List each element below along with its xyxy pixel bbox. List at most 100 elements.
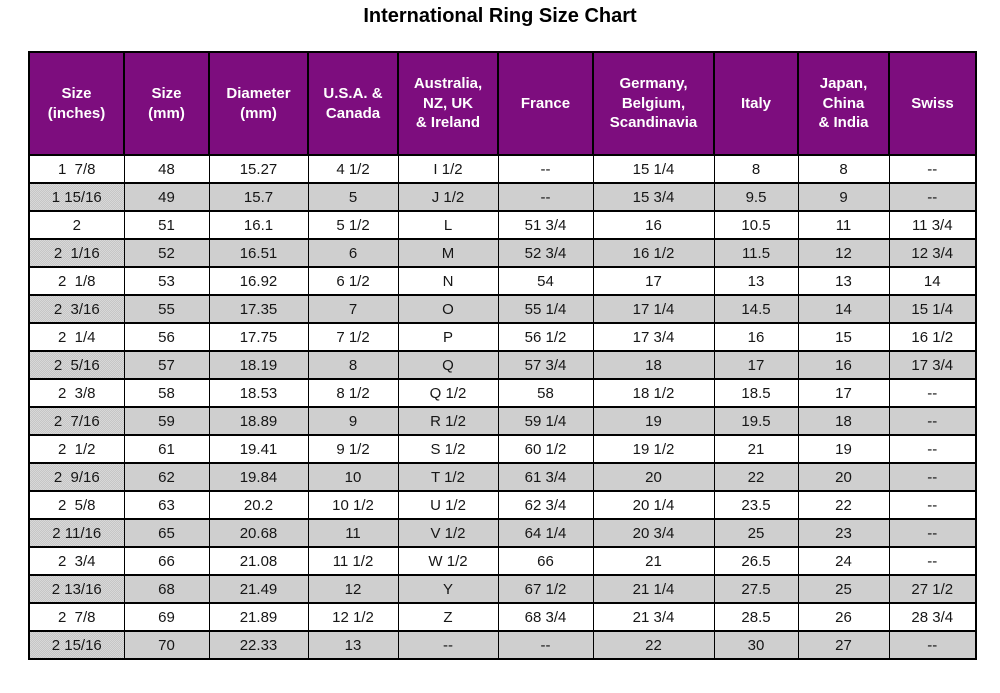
cell: 17.35 <box>208 294 309 324</box>
cell: 21.49 <box>208 574 309 604</box>
cell: 15 3/4 <box>592 182 715 212</box>
cell: 67 1/2 <box>497 574 594 604</box>
cell: -- <box>888 490 977 520</box>
cell: 15.27 <box>208 154 309 184</box>
cell: 2 <box>28 210 125 240</box>
cell: 58 <box>497 378 594 408</box>
cell: U 1/2 <box>397 490 499 520</box>
cell: 2 7/8 <box>28 602 125 632</box>
cell: -- <box>397 630 499 660</box>
cell: 18 <box>797 406 890 436</box>
cell: 11 1/2 <box>307 546 399 576</box>
cell: 4 1/2 <box>307 154 399 184</box>
cell: 20 1/4 <box>592 490 715 520</box>
cell: 56 <box>123 322 210 352</box>
cell: 21.08 <box>208 546 309 576</box>
cell: 16 <box>592 210 715 240</box>
cell: 28.5 <box>713 602 799 632</box>
cell: 12 1/2 <box>307 602 399 632</box>
cell: 21 3/4 <box>592 602 715 632</box>
cell: 11 <box>797 210 890 240</box>
cell: 22.33 <box>208 630 309 660</box>
cell: -- <box>888 434 977 464</box>
cell: 68 <box>123 574 210 604</box>
cell: 21 <box>713 434 799 464</box>
cell: 2 13/16 <box>28 574 125 604</box>
cell: -- <box>888 546 977 576</box>
column-header-japan-china-india: Japan, China & India <box>797 51 890 156</box>
cell: L <box>397 210 499 240</box>
ring-size-table: Size (inches) Size (mm) Diameter (mm) U.… <box>28 51 977 660</box>
cell: -- <box>888 378 977 408</box>
cell: 13 <box>713 266 799 296</box>
cell: 14 <box>888 266 977 296</box>
cell: 8 <box>797 154 890 184</box>
cell: -- <box>497 630 594 660</box>
cell: W 1/2 <box>397 546 499 576</box>
header-row: Size (inches) Size (mm) Diameter (mm) U.… <box>28 51 977 156</box>
table-row: 2 15/16 70 22.33 13 -- -- 22 30 27 -- <box>28 630 977 660</box>
cell: 60 1/2 <box>497 434 594 464</box>
cell: 16 <box>713 322 799 352</box>
cell: V 1/2 <box>397 518 499 548</box>
cell: 10 <box>307 462 399 492</box>
cell: 53 <box>123 266 210 296</box>
cell: 20 <box>592 462 715 492</box>
cell: N <box>397 266 499 296</box>
cell: 22 <box>797 490 890 520</box>
cell: 57 <box>123 350 210 380</box>
table-row: 2 1/2 61 19.41 9 1/2 S 1/2 60 1/2 19 1/2 21 19 -- <box>28 434 977 464</box>
cell: Q <box>397 350 499 380</box>
cell: 19 <box>592 406 715 436</box>
cell: O <box>397 294 499 324</box>
cell: 14.5 <box>713 294 799 324</box>
cell: 18 1/2 <box>592 378 715 408</box>
cell: 68 3/4 <box>497 602 594 632</box>
cell: 24 <box>797 546 890 576</box>
cell: 16 <box>797 350 890 380</box>
cell: S 1/2 <box>397 434 499 464</box>
cell: 62 <box>123 462 210 492</box>
cell: 21 <box>592 546 715 576</box>
cell: 12 <box>307 574 399 604</box>
cell: 14 <box>797 294 890 324</box>
column-header-usa-canada: U.S.A. & Canada <box>307 51 399 156</box>
cell: 17 1/4 <box>592 294 715 324</box>
cell: 27 <box>797 630 890 660</box>
cell: 11 <box>307 518 399 548</box>
cell: Q 1/2 <box>397 378 499 408</box>
cell: 20 3/4 <box>592 518 715 548</box>
cell: 2 1/2 <box>28 434 125 464</box>
cell: 2 3/4 <box>28 546 125 576</box>
cell: 15 <box>797 322 890 352</box>
cell: 61 <box>123 434 210 464</box>
cell: 7 1/2 <box>307 322 399 352</box>
cell: 15.7 <box>208 182 309 212</box>
column-header-size-inches: Size (inches) <box>28 51 125 156</box>
cell: -- <box>888 518 977 548</box>
table-row: 2 1/8 53 16.92 6 1/2 N 54 17 13 13 14 <box>28 266 977 296</box>
cell: 19.41 <box>208 434 309 464</box>
cell: -- <box>497 154 594 184</box>
cell: 8 1/2 <box>307 378 399 408</box>
cell: 19 1/2 <box>592 434 715 464</box>
cell: 2 3/8 <box>28 378 125 408</box>
table-row: 2 3/4 66 21.08 11 1/2 W 1/2 66 21 26.5 24 -- <box>28 546 977 576</box>
cell: 23 <box>797 518 890 548</box>
table-body: 1 7/8 48 15.27 4 1/2 I 1/2 -- 15 1/4 8 8 -- 1 15/1… <box>28 154 977 660</box>
cell: 12 3/4 <box>888 238 977 268</box>
cell: 21 1/4 <box>592 574 715 604</box>
cell: 62 3/4 <box>497 490 594 520</box>
cell: 52 3/4 <box>497 238 594 268</box>
cell: 6 1/2 <box>307 266 399 296</box>
cell: 25 <box>713 518 799 548</box>
cell: 17 3/4 <box>888 350 977 380</box>
cell: -- <box>888 630 977 660</box>
cell: 2 15/16 <box>28 630 125 660</box>
cell: 2 1/4 <box>28 322 125 352</box>
cell: 1 7/8 <box>28 154 125 184</box>
cell: 5 1/2 <box>307 210 399 240</box>
cell: 2 11/16 <box>28 518 125 548</box>
table-row: 2 7/8 69 21.89 12 1/2 Z 68 3/4 21 3/4 28.5 26 28 … <box>28 602 977 632</box>
